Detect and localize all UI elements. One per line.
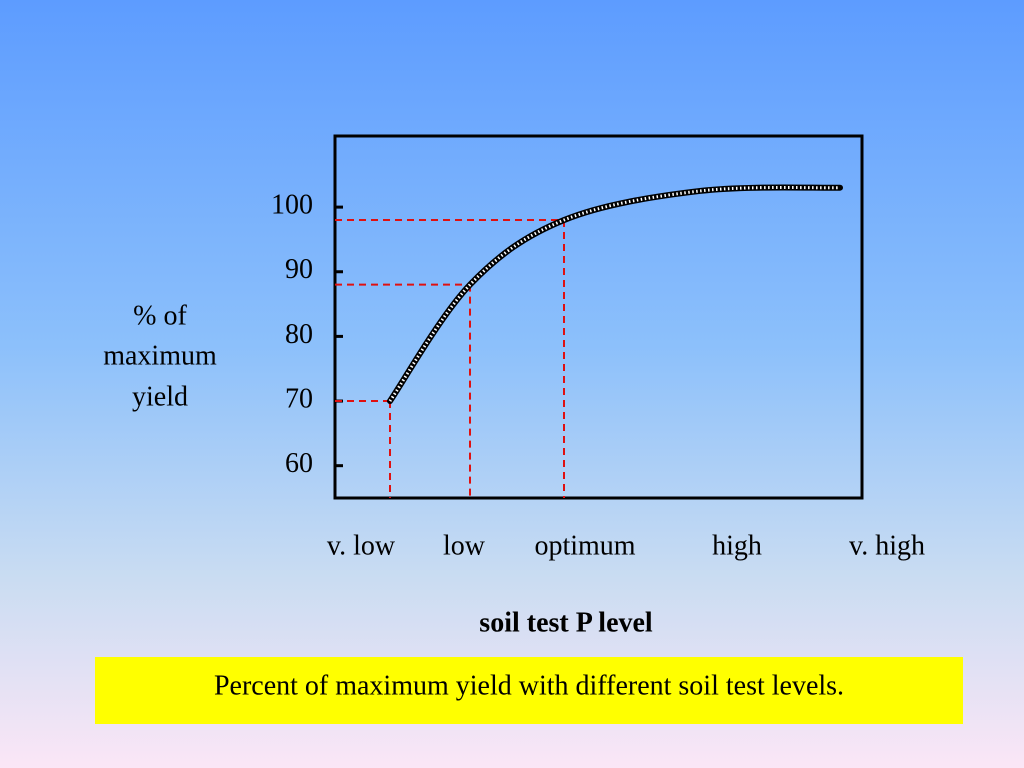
- x-tick-label: v. high: [849, 530, 925, 561]
- plot-frame: [333, 134, 864, 500]
- y-axis-label: % of: [133, 300, 187, 331]
- x-tick-label: high: [712, 530, 762, 561]
- y-tick-label: 60: [285, 448, 313, 479]
- caption: Percent of maximum yield with different …: [214, 670, 844, 701]
- y-axis-label: yield: [132, 381, 188, 412]
- x-tick-label: v. low: [327, 530, 396, 561]
- y-tick-label: 100: [271, 190, 313, 221]
- yield-curve-hatch: [388, 186, 841, 402]
- y-tick-label: 80: [285, 319, 313, 350]
- y-tick-label: 90: [285, 254, 313, 285]
- y-tick-label: 70: [285, 383, 313, 414]
- caption-box: [95, 657, 963, 724]
- x-tick-label: low: [443, 530, 486, 561]
- x-tick-label: optimum: [534, 530, 635, 561]
- y-axis-label: maximum: [103, 340, 217, 371]
- x-axis-label: soil test P level: [479, 607, 653, 638]
